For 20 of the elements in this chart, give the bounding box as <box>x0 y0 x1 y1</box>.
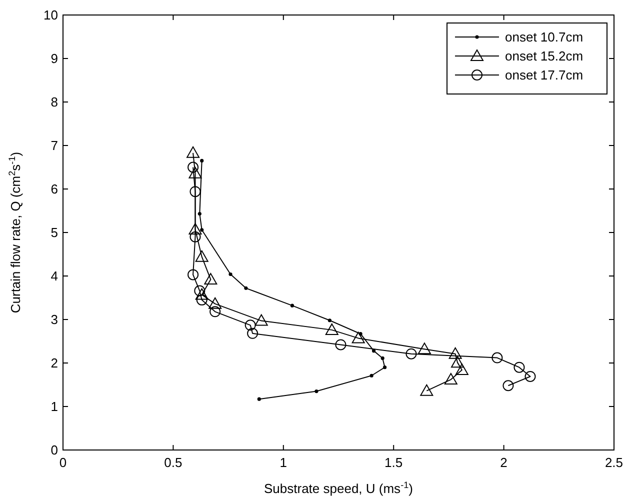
y-tick-label: 8 <box>50 94 58 110</box>
y-tick-label: 9 <box>50 51 58 66</box>
y-tick-label: 10 <box>44 8 58 23</box>
y-tick-label: 3 <box>50 312 58 328</box>
x-tick-label: 2.5 <box>604 455 624 470</box>
x-tick-label: 1.5 <box>384 455 403 470</box>
legend-label: onset 17.7cm <box>505 68 584 83</box>
x-tick-label: 0.5 <box>164 455 182 470</box>
legend-label: onset 15.2cm <box>505 48 584 64</box>
y-tick-label: 4 <box>50 268 58 284</box>
y-tick-label: 5 <box>50 225 58 240</box>
x-tick-label: 1 <box>280 455 288 470</box>
y-tick-label: 6 <box>50 182 58 197</box>
x-tick-label: 2 <box>500 455 508 470</box>
y-tick-label: 0 <box>50 442 58 458</box>
y-tick-label: 7 <box>50 138 58 154</box>
x-axis-title: Substrate speed, U (ms$^{-1}$) <box>264 480 413 496</box>
y-tick-label: 2 <box>50 356 58 371</box>
y-tick-label: 1 <box>50 399 58 414</box>
legend-label: onset 10.7cm <box>505 30 584 45</box>
